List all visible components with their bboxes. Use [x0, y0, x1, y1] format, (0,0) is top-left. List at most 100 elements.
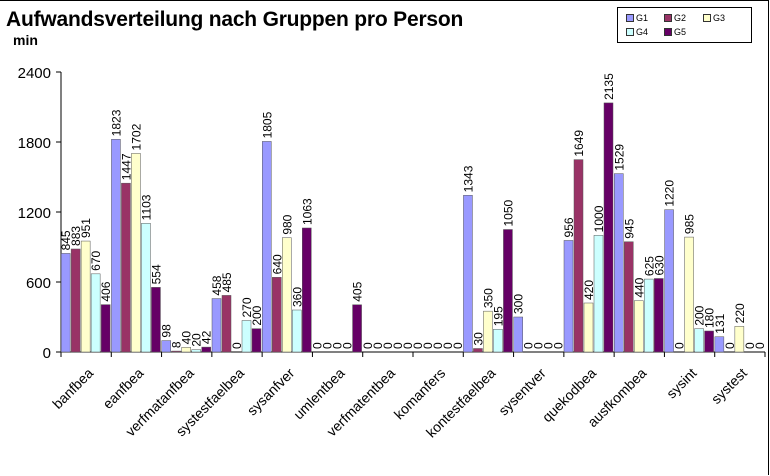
data-label: 1343: [461, 165, 475, 192]
bar-g3: [583, 302, 594, 353]
bar-g5: [251, 328, 262, 353]
y-tick-label: 0: [43, 345, 51, 362]
bar-g2: [272, 277, 282, 353]
data-label: 270: [240, 297, 254, 317]
data-label: 1805: [260, 111, 274, 138]
data-label: 670: [89, 250, 103, 270]
bar-g5: [302, 227, 312, 353]
bar-g1: [111, 139, 121, 353]
bar-g5: [352, 304, 362, 353]
data-label: 0: [361, 342, 375, 349]
data-label: 0: [371, 342, 385, 349]
legend-swatch-g3: [703, 14, 711, 22]
bar-g5: [151, 287, 161, 353]
data-label: 640: [270, 254, 284, 274]
data-label: 0: [230, 342, 244, 349]
data-label: 0: [411, 342, 425, 349]
bar-g5: [654, 278, 664, 353]
bar-g1: [211, 298, 222, 353]
legend-swatch-g5: [664, 28, 672, 36]
data-label: 883: [69, 226, 83, 246]
legend-swatch-g1: [626, 14, 634, 22]
data-label: 0: [341, 342, 355, 349]
data-label: 0: [673, 342, 687, 349]
data-label: 42: [200, 330, 214, 344]
x-category-label: sysint: [663, 365, 700, 402]
bar-g1: [262, 141, 272, 353]
x-category-label: eanfbea: [99, 365, 146, 412]
data-label: 956: [562, 217, 576, 237]
data-label: 195: [491, 306, 505, 326]
data-label: 0: [522, 342, 536, 349]
data-label: 630: [652, 255, 666, 275]
data-label: 1447: [119, 153, 133, 180]
data-label: 300: [512, 294, 526, 314]
data-label: 0: [753, 342, 767, 349]
bar-g4: [493, 329, 503, 353]
chart-title: Aufwandsverteilung nach Gruppen pro Pers…: [6, 8, 464, 31]
data-label: 0: [451, 342, 465, 349]
data-label: 360: [290, 287, 304, 307]
data-label: 200: [693, 305, 707, 325]
data-label: 131: [713, 313, 727, 333]
data-label: 40: [180, 331, 194, 345]
data-label: 1103: [139, 194, 153, 220]
bar-g1: [513, 316, 523, 353]
bar-g5: [603, 102, 614, 353]
data-label: 0: [391, 342, 405, 349]
bar-g2: [573, 159, 584, 353]
data-label: 8: [170, 341, 184, 348]
data-label: 0: [723, 342, 737, 349]
bar-g4: [90, 273, 101, 353]
data-label: 180: [703, 308, 717, 328]
legend-label-g5: G5: [674, 27, 687, 37]
data-label: 985: [683, 214, 697, 234]
y-axis-unit-label: min: [13, 32, 38, 48]
bar-g1: [714, 336, 725, 353]
bar-g2: [221, 295, 232, 353]
legend-item-g1: G1: [626, 13, 648, 23]
legend: G1 G2 G3 G4 G5: [617, 7, 752, 43]
bar-g4: [694, 328, 704, 353]
data-label: 1529: [612, 144, 626, 171]
legend-label-g2: G2: [674, 13, 687, 23]
bar-g5: [201, 346, 211, 353]
y-tick-label: 1800: [18, 135, 51, 152]
bar-g1: [463, 195, 473, 353]
data-label: 406: [99, 281, 113, 301]
data-label: 945: [622, 218, 636, 238]
data-label: 0: [743, 342, 757, 349]
data-label: 20: [190, 333, 204, 347]
bar-g5: [100, 304, 111, 353]
bar-g3: [684, 236, 694, 353]
data-label: 1000: [592, 205, 606, 232]
data-label: 458: [210, 275, 224, 295]
legend-swatch-g2: [664, 14, 672, 22]
bar-g4: [593, 235, 604, 353]
bar-g3: [634, 300, 644, 353]
bar-g3: [734, 326, 745, 353]
data-label: 0: [552, 342, 566, 349]
data-label: 0: [401, 342, 415, 349]
data-label: 1649: [572, 130, 586, 157]
bar-g2: [624, 241, 634, 353]
data-label: 420: [582, 280, 596, 300]
bar-g3: [483, 310, 493, 353]
data-label: 220: [733, 303, 747, 323]
x-category-label: banfbea: [49, 365, 96, 412]
legend-swatch-g4: [626, 28, 634, 36]
bar-g1: [664, 209, 674, 353]
legend-item-g3: G3: [703, 13, 725, 23]
data-label: 1050: [501, 199, 515, 226]
x-category-label: systest: [708, 365, 750, 407]
data-label: 0: [441, 342, 455, 349]
bar-g1: [614, 173, 624, 353]
bar-g4: [141, 223, 151, 353]
bar-g5: [503, 229, 513, 353]
y-tick-label: 2400: [18, 65, 51, 82]
legend-item-g4: G4: [626, 27, 648, 37]
bar-g2: [473, 348, 483, 353]
y-tick-label: 1200: [18, 205, 51, 222]
